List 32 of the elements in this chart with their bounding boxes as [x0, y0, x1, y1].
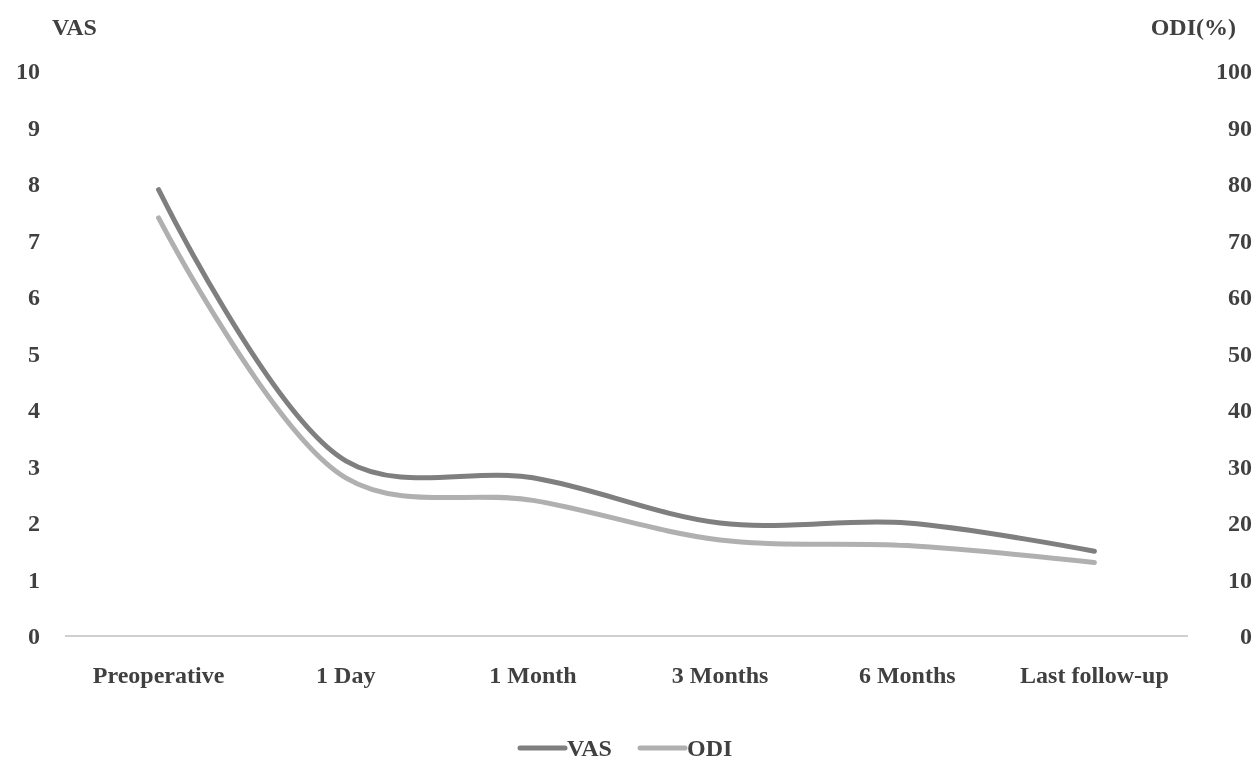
y-tick-label: 2: [28, 510, 40, 537]
y-tick-label: 3: [28, 453, 40, 480]
y-tick-label: 7: [28, 227, 40, 254]
y2-tick-label: 20: [1228, 510, 1252, 537]
y-tick-label: 10: [16, 58, 40, 85]
legend-label: VAS: [567, 735, 612, 762]
y-tick-label: 5: [28, 340, 40, 367]
y-axis-title: VAS: [52, 14, 97, 41]
y2-tick-label: 0: [1240, 623, 1252, 650]
y2-tick-label: 50: [1228, 340, 1252, 367]
x-tick-label: Last follow-up: [1020, 662, 1169, 689]
y2-tick-label: 80: [1228, 171, 1252, 198]
y2-tick-label: 90: [1228, 114, 1252, 141]
x-tick-label: 6 Months: [858, 662, 956, 689]
y2-axis-title: ODI(%): [1150, 14, 1236, 41]
y2-tick-label: 10: [1228, 566, 1252, 593]
y2-tick-label: 70: [1228, 227, 1252, 254]
y-tick-label: 9: [28, 114, 40, 141]
y-tick-label: 6: [28, 284, 40, 311]
y2-tick-label: 60: [1228, 284, 1252, 311]
y-tick-label: 0: [28, 623, 40, 650]
y2-tick-label: 30: [1228, 453, 1252, 480]
legend-label: ODI: [687, 735, 733, 762]
x-tick-label: 1 Day: [316, 662, 376, 689]
y2-tick-label: 40: [1228, 397, 1252, 424]
y-tick-label: 4: [28, 397, 40, 424]
y-tick-label: 1: [28, 566, 40, 593]
x-tick-label: Preoperative: [92, 662, 225, 689]
x-tick-label: 1 Month: [489, 662, 577, 689]
x-tick-label: 3 Months: [671, 662, 769, 689]
y-tick-label: 8: [28, 171, 40, 198]
y2-tick-label: 100: [1216, 58, 1252, 85]
